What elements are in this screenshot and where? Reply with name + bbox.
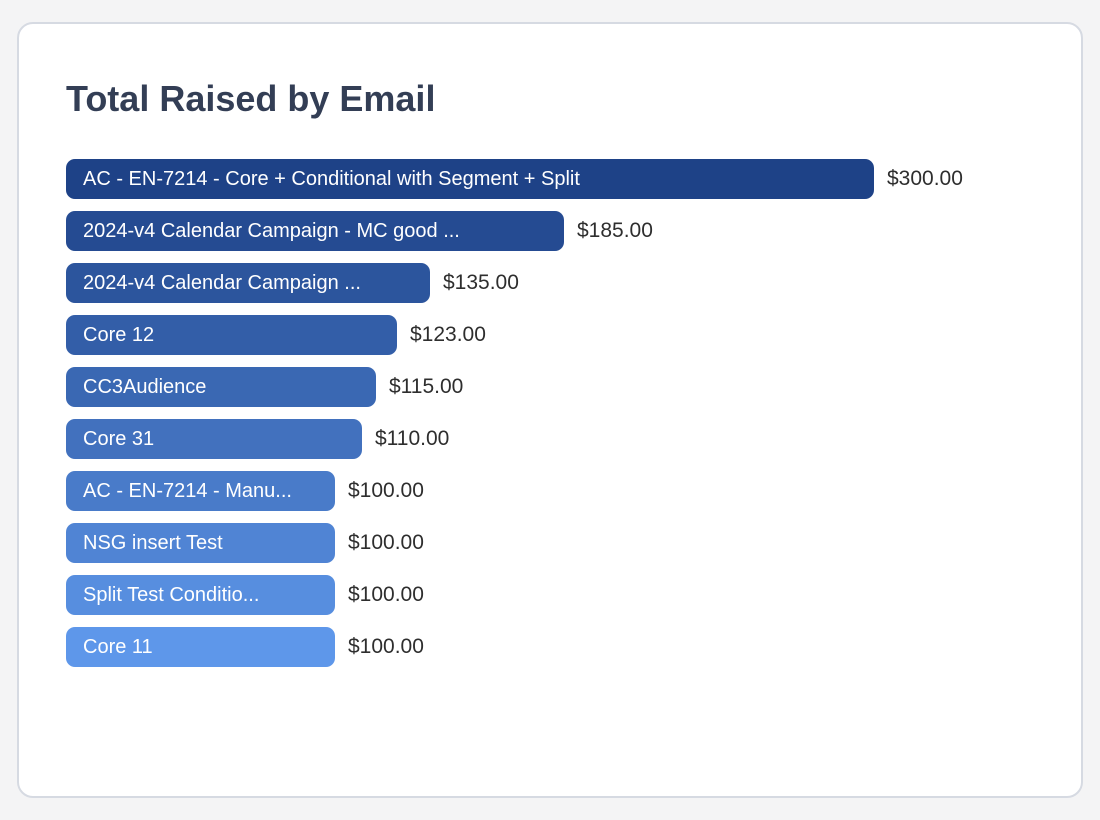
bar[interactable]: Split Test Conditio... <box>66 575 335 615</box>
chart-row: Core 12 $123.00 <box>66 315 1057 355</box>
bar-value-label: $110.00 <box>375 427 450 450</box>
bar[interactable]: CC3Audience <box>66 367 376 407</box>
bar-value-label: $100.00 <box>348 479 424 502</box>
bar[interactable]: AC - EN-7214 - Core + Conditional with S… <box>66 159 874 199</box>
chart-row: Core 11 $100.00 <box>66 627 1057 667</box>
bar-label: 2024-v4 Calendar Campaign ... <box>83 272 361 294</box>
bar-label: AC - EN-7214 - Manu... <box>83 480 292 502</box>
bar-value-label: $135.00 <box>443 271 519 294</box>
bar[interactable]: 2024-v4 Calendar Campaign - MC good ... <box>66 211 564 251</box>
bar-label: Core 11 <box>83 636 153 658</box>
bar-chart: AC - EN-7214 - Core + Conditional with S… <box>66 159 1057 667</box>
chart-row: NSG insert Test $100.00 <box>66 523 1057 563</box>
bar[interactable]: Core 12 <box>66 315 397 355</box>
chart-card: Total Raised by Email AC - EN-7214 - Cor… <box>17 22 1083 798</box>
bar-value-label: $100.00 <box>348 583 424 606</box>
bar[interactable]: NSG insert Test <box>66 523 335 563</box>
bar-value-label: $115.00 <box>389 375 464 398</box>
bar[interactable]: Core 11 <box>66 627 335 667</box>
chart-title: Total Raised by Email <box>66 78 436 119</box>
chart-row: AC - EN-7214 - Core + Conditional with S… <box>66 159 1057 199</box>
bar-label: AC - EN-7214 - Core + Conditional with S… <box>83 168 580 190</box>
chart-row: 2024-v4 Calendar Campaign ... $135.00 <box>66 263 1057 303</box>
bar-value-label: $185.00 <box>577 219 653 242</box>
chart-row: CC3Audience $115.00 <box>66 367 1057 407</box>
bar-value-label: $300.00 <box>887 167 963 190</box>
chart-row: Core 31 $110.00 <box>66 419 1057 459</box>
chart-row: 2024-v4 Calendar Campaign - MC good ... … <box>66 211 1057 251</box>
bar-label: Core 12 <box>83 324 155 346</box>
bar[interactable]: Core 31 <box>66 419 362 459</box>
bar-value-label: $123.00 <box>410 323 486 346</box>
bar-label: CC3Audience <box>83 376 207 398</box>
bar-label: Split Test Conditio... <box>83 584 260 606</box>
bar-label: 2024-v4 Calendar Campaign - MC good ... <box>83 220 460 242</box>
bar-label: NSG insert Test <box>83 532 223 554</box>
chart-row: AC - EN-7214 - Manu... $100.00 <box>66 471 1057 511</box>
bar-value-label: $100.00 <box>348 635 424 658</box>
bar[interactable]: 2024-v4 Calendar Campaign ... <box>66 263 430 303</box>
chart-row: Split Test Conditio... $100.00 <box>66 575 1057 615</box>
bar-value-label: $100.00 <box>348 531 424 554</box>
bar[interactable]: AC - EN-7214 - Manu... <box>66 471 335 511</box>
bar-label: Core 31 <box>83 428 155 450</box>
